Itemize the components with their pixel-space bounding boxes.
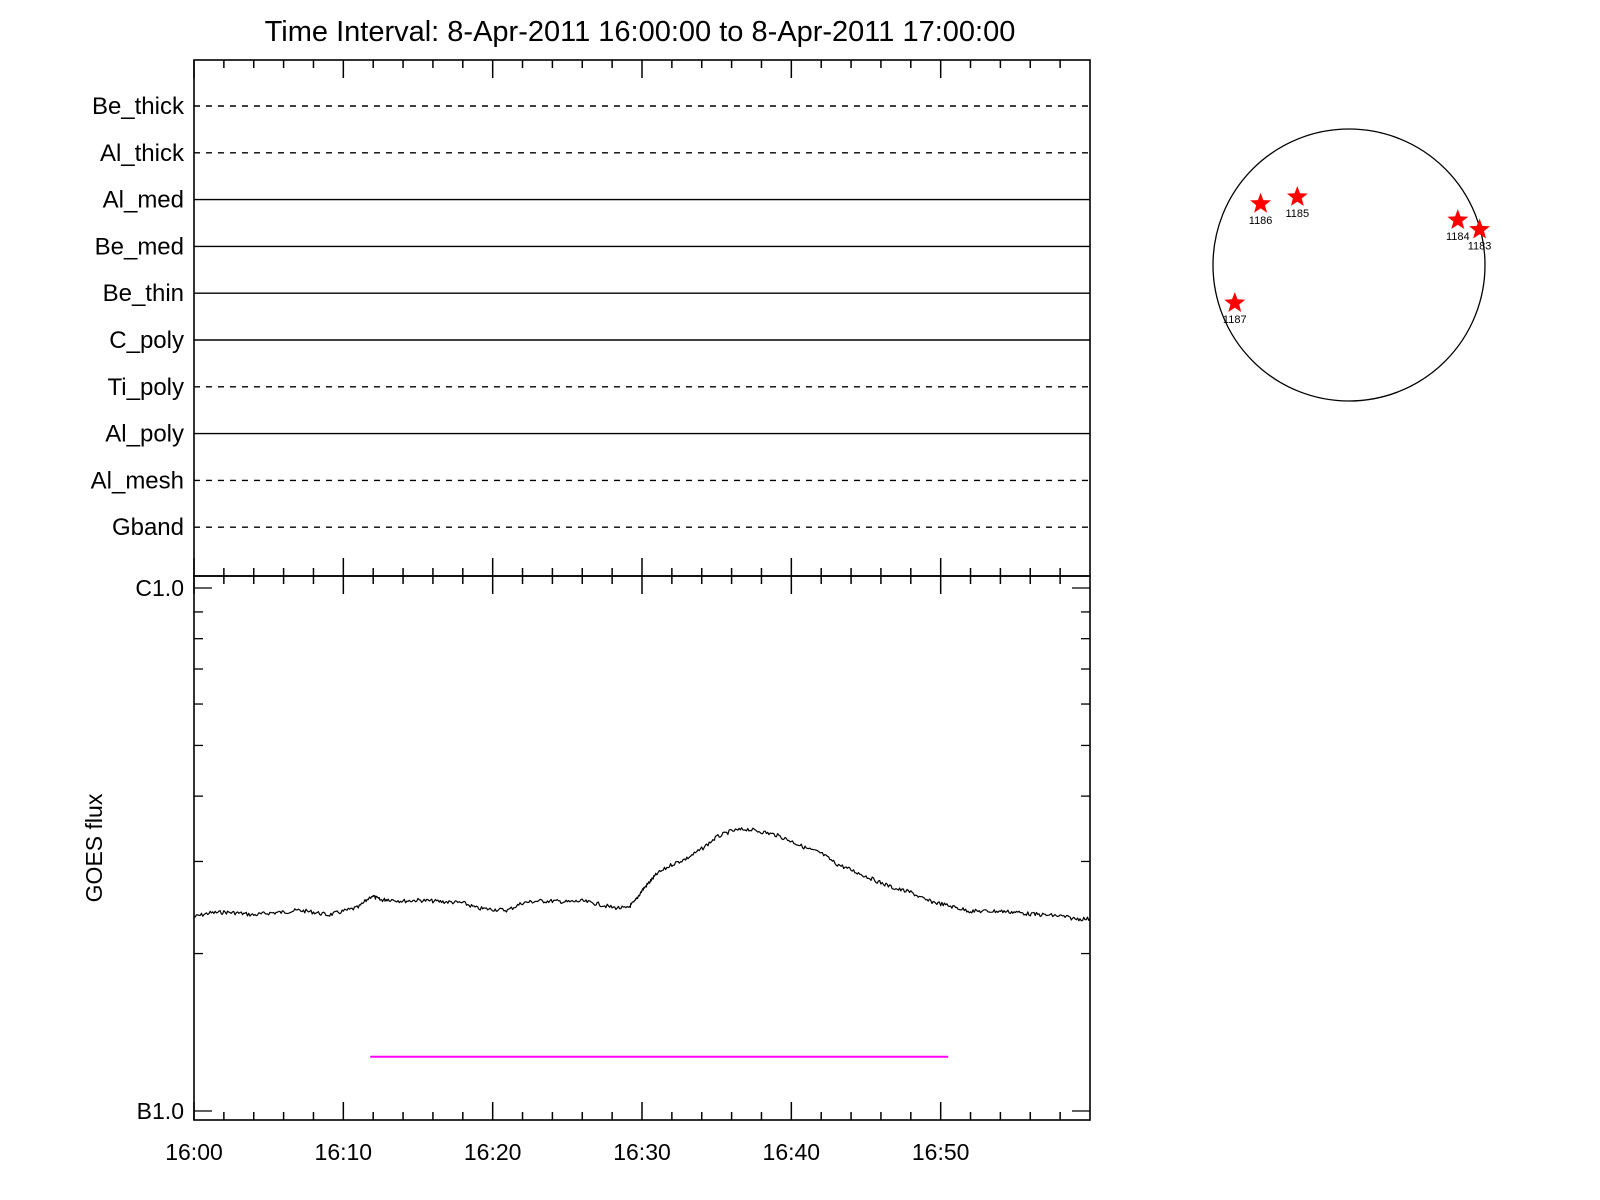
filter-label-be_med: Be_med [95, 233, 184, 260]
goes-panel-frame [193, 575, 1091, 1121]
x-tick-labels: 16:00 16:10 16:20 16:30 16:40 16:50 [165, 1139, 969, 1165]
active-region-label-1184: 1184 [1446, 231, 1470, 243]
chart-title: Time Interval: 8-Apr-2011 16:00:00 to 8-… [265, 16, 1016, 48]
active-region-label-1185: 1185 [1285, 208, 1309, 220]
filter-label-be_thin: Be_thin [103, 280, 184, 307]
x-tick-label: 16:50 [912, 1139, 970, 1165]
active-region-star-1186 [1250, 192, 1272, 213]
x-tick-label: 16:40 [763, 1139, 821, 1165]
solar-disk [1212, 128, 1486, 402]
active-region-label-1186: 1186 [1249, 215, 1273, 227]
goes-panel: 16:00 16:10 16:20 16:30 16:40 16:50 C1.0B1.0 … [81, 575, 1091, 1165]
filter-lines [194, 105, 1090, 528]
filter-label-be_thick: Be_thick [92, 93, 185, 120]
active-region-label-1187: 1187 [1223, 314, 1247, 326]
active-region-star-1187 [1224, 292, 1246, 312]
filter-panel-frame [193, 59, 1091, 577]
filter-panel-ticks [193, 60, 1061, 576]
filter-label-al_med: Al_med [103, 187, 184, 214]
x-tick-label: 16:20 [464, 1139, 522, 1165]
x-tick-label: 16:00 [165, 1139, 223, 1165]
y-tick-label: B1.0 [137, 1098, 184, 1124]
x-tick-label: 16:30 [613, 1139, 671, 1165]
active-region-star-1185 [1286, 186, 1308, 206]
filter-label-al_poly: Al_poly [105, 421, 184, 448]
active-region-star-1184 [1447, 209, 1469, 229]
goes-flux-line [194, 827, 1091, 922]
filter-labels: Be_thick Al_thick Al_med Be_med Be_thin C_pol… [91, 93, 185, 541]
filter-label-gband: Gband [112, 514, 184, 541]
y-tick-labels: C1.0 B1.0 [135, 575, 184, 1124]
active-region-star-1183 [1469, 218, 1490, 239]
filter-label-al_thick: Al_thick [100, 140, 185, 167]
filter-label-c_poly: C_poly [109, 327, 184, 354]
active-region-label-1183: 1183 [1468, 241, 1492, 253]
x-tick-label: 16:10 [315, 1139, 373, 1165]
filter-label-al_mesh: Al_mesh [91, 467, 184, 494]
filter-label-ti_poly: Ti_poly [108, 374, 184, 401]
y-tick-label: C1.0 [135, 575, 184, 601]
goes-panel-ticks [193, 576, 1090, 1120]
filter-panel: Be_thick Al_thick Al_med Be_med Be_thin C_pol… [91, 59, 1091, 577]
y-axis-label: GOES flux [81, 793, 107, 902]
